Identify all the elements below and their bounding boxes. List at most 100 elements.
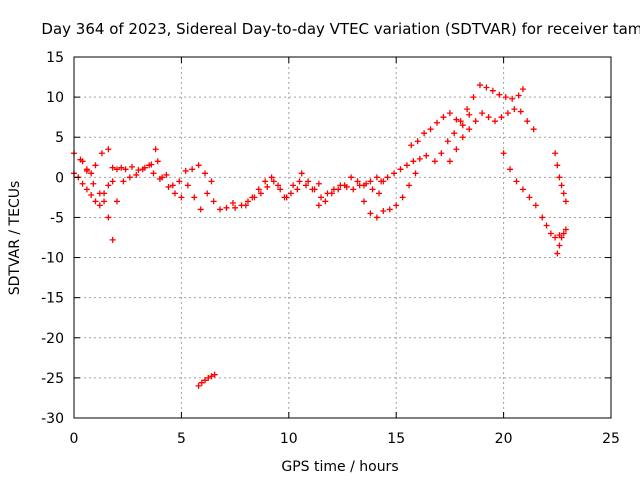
data-point: [122, 166, 129, 173]
data-point: [476, 82, 483, 89]
data-point: [165, 183, 172, 190]
y-tick-label: -25: [41, 371, 64, 387]
data-point: [350, 186, 357, 193]
data-point: [367, 178, 374, 185]
data-point: [562, 226, 569, 233]
data-point: [485, 114, 492, 121]
data-point: [287, 190, 294, 197]
data-point: [552, 150, 559, 157]
data-point: [176, 178, 183, 185]
data-point: [198, 379, 205, 386]
data-point: [109, 164, 116, 171]
data-point: [152, 146, 159, 153]
data-point: [322, 198, 329, 205]
data-point: [367, 210, 374, 217]
y-tick-label: -5: [50, 210, 64, 226]
data-point: [120, 178, 127, 185]
y-tick-label: 5: [55, 130, 64, 146]
x-tick-label: 15: [387, 431, 405, 447]
data-point: [386, 206, 393, 213]
data-point: [519, 86, 526, 93]
y-tick-label: -10: [41, 251, 64, 267]
data-point: [311, 186, 318, 193]
data-point: [211, 371, 218, 378]
data-point: [472, 118, 479, 125]
data-point: [558, 234, 565, 241]
y-tick-label: 15: [46, 50, 64, 66]
chart-title: Day 364 of 2023, Sidereal Day-to-day VTE…: [41, 20, 640, 38]
data-point: [88, 170, 95, 177]
data-point: [397, 166, 404, 173]
data-point: [328, 190, 335, 197]
data-point: [294, 186, 301, 193]
data-point: [128, 163, 135, 170]
data-point: [431, 158, 438, 165]
data-point: [208, 178, 215, 185]
data-point: [380, 208, 387, 215]
data-point: [457, 118, 464, 125]
data-point: [440, 114, 447, 121]
data-point: [421, 130, 428, 137]
data-point: [202, 377, 209, 384]
data-point: [554, 162, 561, 169]
data-point: [96, 202, 103, 209]
data-point: [384, 174, 391, 181]
data-point: [315, 180, 322, 187]
x-tick-label: 25: [602, 431, 620, 447]
data-point: [444, 138, 451, 145]
data-point: [496, 91, 503, 98]
data-point: [513, 178, 520, 185]
data-point: [264, 183, 271, 190]
grid: [74, 57, 611, 418]
data-point: [109, 236, 116, 243]
data-point: [83, 166, 90, 173]
data-point: [105, 182, 112, 189]
data-point: [406, 182, 413, 189]
data-point: [98, 150, 105, 157]
data-point: [277, 186, 284, 193]
data-point: [526, 194, 533, 201]
data-point: [399, 194, 406, 201]
data-point: [507, 166, 514, 173]
data-point: [509, 95, 516, 102]
data-point: [373, 214, 380, 221]
data-point: [335, 186, 342, 193]
data-point: [438, 150, 445, 157]
data-point: [341, 182, 348, 189]
data-point: [498, 114, 505, 121]
data-point: [109, 178, 116, 185]
data-point: [171, 190, 178, 197]
data-point: [414, 138, 421, 145]
data-point: [466, 126, 473, 133]
data-point: [229, 200, 236, 207]
data-point: [101, 198, 108, 205]
data-point: [126, 174, 133, 181]
data-point: [558, 182, 565, 189]
data-point: [154, 158, 161, 165]
data-point: [242, 202, 249, 209]
data-point: [290, 182, 297, 189]
data-point: [416, 155, 423, 162]
data-point: [376, 190, 383, 197]
data-point: [169, 182, 176, 189]
data-point: [403, 162, 410, 169]
data-point: [262, 178, 269, 185]
data-point: [500, 150, 507, 157]
data-point: [504, 110, 511, 117]
data-point: [515, 92, 522, 99]
data-point: [524, 118, 531, 125]
data-point: [446, 158, 453, 165]
data-point: [560, 190, 567, 197]
data-point: [360, 182, 367, 189]
data-point: [466, 111, 473, 118]
data-point: [360, 198, 367, 205]
data-point: [92, 198, 99, 205]
data-point: [204, 190, 211, 197]
data-point: [133, 171, 140, 178]
data-point: [532, 202, 539, 209]
data-point: [552, 234, 559, 241]
data-point: [113, 198, 120, 205]
data-point: [354, 178, 361, 185]
data-point: [373, 174, 380, 181]
data-point: [182, 167, 189, 174]
